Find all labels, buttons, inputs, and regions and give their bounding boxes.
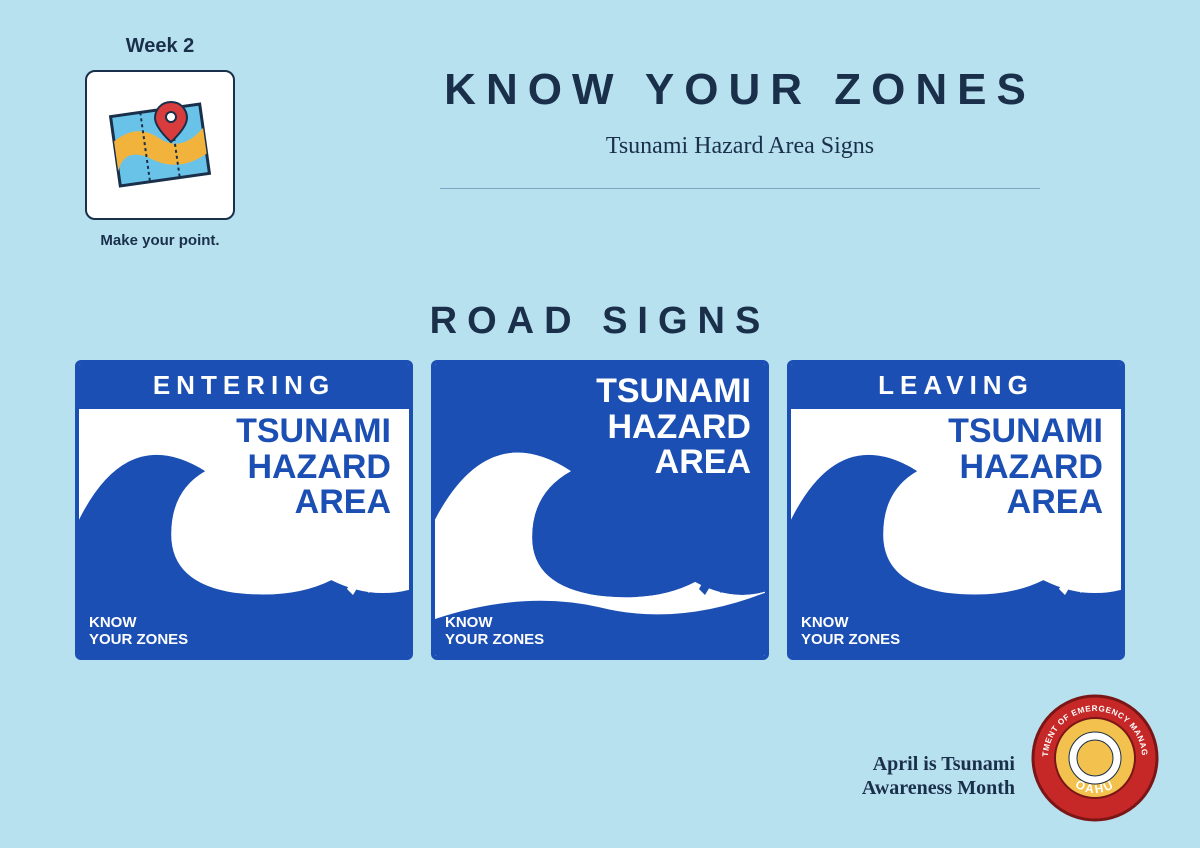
map-caption: Make your point.: [85, 232, 235, 249]
footer-text: April is Tsunami Awareness Month: [862, 752, 1015, 800]
sign-line: HAZARD: [247, 448, 391, 486]
runner-icon: [1035, 529, 1091, 601]
sign-line: AREA: [655, 443, 751, 481]
sign-line: AREA: [295, 483, 391, 521]
sign-body-text: TSUNAMI HAZARD AREA: [236, 414, 391, 521]
sign-footer-overlay: KNOW YOUR ZONES: [445, 615, 544, 648]
runner-icon: [323, 529, 379, 601]
sign-line: HAZARD: [607, 408, 751, 446]
week-block: Week 2 Make your point.: [85, 35, 235, 249]
map-pin-icon: [105, 90, 215, 200]
sign-footer: KNOW YOUR ZONES: [801, 615, 900, 648]
runner-icon: [675, 529, 731, 601]
map-card: [85, 70, 235, 220]
sign-line: TSUNAMI: [236, 412, 391, 450]
section-title: ROAD SIGNS: [0, 300, 1200, 343]
sign-hazard: TSUNAMI HAZARD AREA KNOW YOUR ZONES KNOW…: [431, 360, 769, 660]
sign-footer-line: KNOW: [445, 614, 493, 631]
signs-row: ENTERING TSUNAMI HAZARD AREA KNOW YOUR Z…: [75, 360, 1125, 660]
divider-line: [440, 188, 1040, 189]
agency-seal-icon: DEPARTMENT OF EMERGENCY MANAGEMENT OAHU: [1030, 693, 1160, 828]
sign-footer-line: YOUR ZONES: [801, 631, 900, 648]
sign-body-text: TSUNAMI HAZARD AREA: [948, 414, 1103, 521]
footer-line: April is Tsunami: [873, 753, 1015, 775]
sign-footer-line: YOUR ZONES: [445, 631, 544, 648]
sign-line: TSUNAMI: [596, 372, 751, 410]
sign-line: TSUNAMI: [948, 412, 1103, 450]
sign-leaving: LEAVING TSUNAMI HAZARD AREA KNOW YOUR ZO…: [787, 360, 1125, 660]
sign-footer-line: KNOW: [89, 614, 137, 631]
sign-line: HAZARD: [959, 448, 1103, 486]
footer-line: Awareness Month: [862, 777, 1015, 799]
sign-footer: KNOW YOUR ZONES: [89, 615, 188, 648]
sign-line: AREA: [1007, 483, 1103, 521]
page-subtitle: Tsunami Hazard Area Signs: [340, 133, 1140, 160]
headline-block: KNOW YOUR ZONES Tsunami Hazard Area Sign…: [340, 65, 1140, 189]
sign-body-text: TSUNAMI HAZARD AREA: [596, 374, 751, 481]
week-label: Week 2: [85, 35, 235, 58]
page-title: KNOW YOUR ZONES: [340, 65, 1140, 115]
sign-footer-line: KNOW: [801, 614, 849, 631]
sign-entering: ENTERING TSUNAMI HAZARD AREA KNOW YOUR Z…: [75, 360, 413, 660]
sign-footer-line: YOUR ZONES: [89, 631, 188, 648]
